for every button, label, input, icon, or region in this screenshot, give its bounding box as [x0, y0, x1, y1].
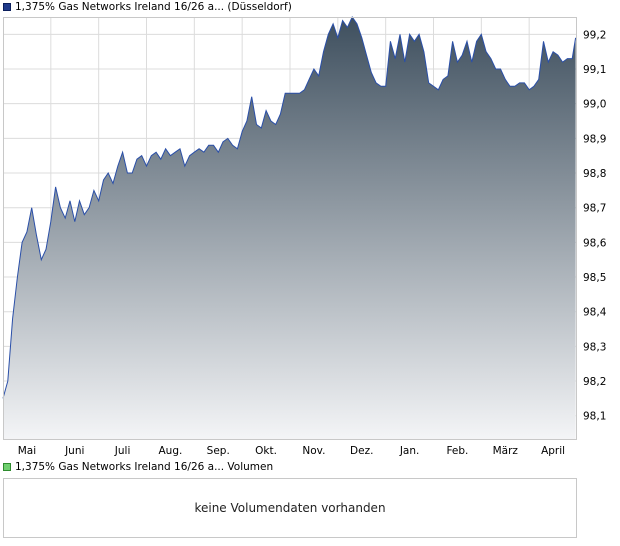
y-tick-label: 98,3 — [583, 341, 606, 353]
y-tick-label: 98,2 — [583, 376, 606, 388]
chart-frame — [3, 17, 577, 440]
volume-legend: 1,375% Gas Networks Ireland 16/26 a... V… — [3, 460, 273, 474]
price-line — [2, 15, 577, 399]
volume-panel: keine Volumendaten vorhanden — [3, 478, 577, 538]
y-tick-label: 98,8 — [583, 168, 606, 180]
x-tick-label: Sep. — [207, 445, 230, 457]
y-axis-labels: 98,1 98,2 98,3 98,4 98,5 98,6 98,7 98,8 98,9 99,0… — [583, 29, 607, 422]
x-tick-label: Mai — [18, 445, 36, 457]
x-tick-label: Juni — [64, 445, 84, 457]
price-legend: 1,375% Gas Networks Ireland 16/26 a... (… — [3, 0, 292, 14]
price-area — [3, 17, 576, 440]
x-tick-label: Juli — [114, 445, 131, 457]
x-tick-label: Feb. — [446, 445, 468, 457]
x-tick-label: Aug. — [158, 445, 182, 457]
x-tick-label: März — [493, 445, 519, 457]
price-legend-swatch — [3, 3, 11, 11]
y-tick-label: 99,1 — [583, 64, 606, 76]
y-tick-label: 98,9 — [583, 133, 606, 145]
price-chart: 98,1 98,2 98,3 98,4 98,5 98,6 98,7 98,8 98,9 99,0… — [2, 15, 607, 457]
y-tick-label: 98,7 — [583, 203, 606, 215]
y-tick-label: 98,6 — [583, 237, 607, 249]
y-tick-label: 98,5 — [583, 272, 606, 284]
y-tick-label: 99,2 — [583, 29, 606, 41]
y-tick-label: 98,1 — [583, 411, 606, 423]
x-axis-labels: Mai Juni Juli Aug. Sep. Okt. Nov. Dez. Jan. Feb. M… — [18, 445, 565, 457]
price-legend-label: 1,375% Gas Networks Ireland 16/26 a... (… — [15, 1, 292, 13]
x-tick-label: Dez. — [350, 445, 373, 457]
volume-legend-swatch — [3, 463, 11, 471]
x-tick-label: Okt. — [255, 445, 277, 457]
x-tick-label: April — [541, 445, 565, 457]
volume-empty-message: keine Volumendaten vorhanden — [194, 501, 386, 515]
volume-legend-label: 1,375% Gas Networks Ireland 16/26 a... V… — [15, 461, 274, 473]
y-tick-label: 99,0 — [583, 99, 606, 111]
x-tick-label: Jan. — [399, 445, 420, 457]
x-tick-label: Nov. — [302, 445, 325, 457]
y-tick-label: 98,4 — [583, 307, 607, 319]
